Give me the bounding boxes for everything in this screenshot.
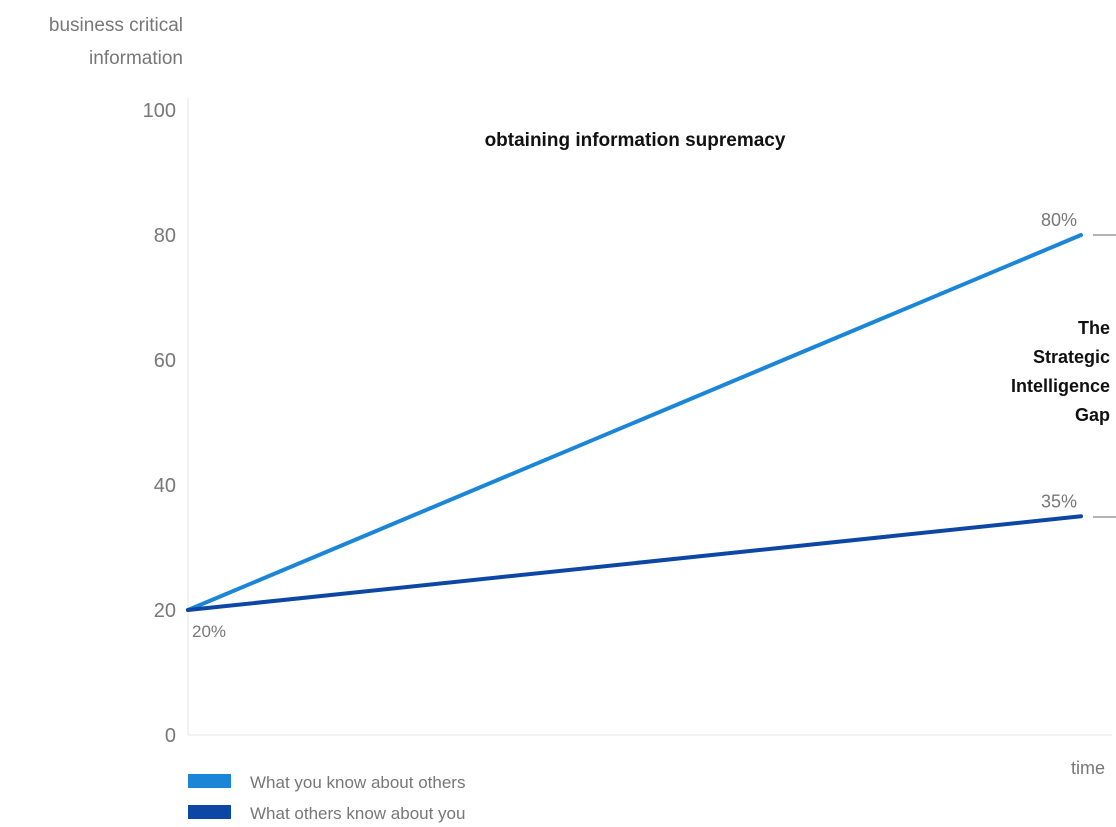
series-line-0: [186, 233, 1083, 612]
chart-title: obtaining information supremacy: [485, 130, 786, 151]
gap-annotation-line-4: Gap: [1075, 405, 1110, 425]
y-ticks: 0 20 40 60 80 100: [143, 100, 176, 747]
series-0-value-label: 80%: [1041, 210, 1077, 230]
legend-swatch-1: [188, 805, 231, 819]
legend-label-1: What others know about you: [250, 804, 465, 823]
start-value-label: 20%: [192, 622, 226, 641]
series-group: 80% 35%: [186, 210, 1083, 612]
y-tick-label: 60: [154, 350, 176, 372]
gap-annotation-line-2: Strategic: [1033, 347, 1110, 367]
legend-label-0: What you know about others: [250, 773, 465, 792]
legend: What you know about others What others k…: [188, 773, 465, 823]
y-tick-label: 20: [154, 600, 176, 622]
gap-annotation-line-3: Intelligence: [1011, 376, 1110, 396]
y-tick-label: 40: [154, 475, 176, 497]
series-line-1: [186, 514, 1083, 612]
series-1-value-label: 35%: [1041, 491, 1077, 511]
y-tick-label: 0: [165, 725, 176, 747]
x-axis-label: time: [1071, 758, 1105, 778]
y-tick-label: 100: [143, 100, 176, 122]
y-axis-label-line-1: business critical: [49, 15, 183, 36]
gap-annotation-line-1: The: [1078, 318, 1110, 338]
legend-swatch-0: [188, 774, 231, 788]
y-axis-label-line-2: information: [89, 48, 183, 69]
y-tick-label: 80: [154, 225, 176, 247]
